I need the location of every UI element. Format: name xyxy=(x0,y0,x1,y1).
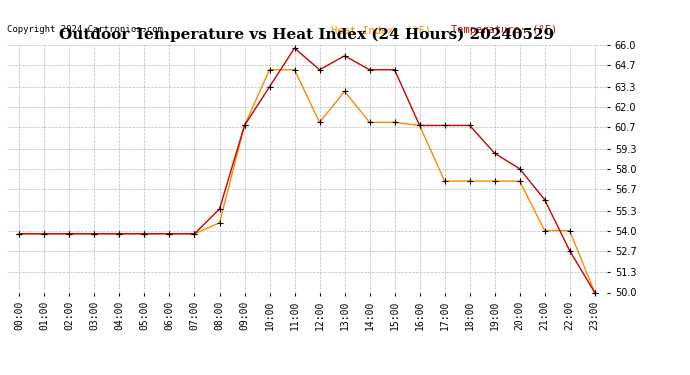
Title: Outdoor Temperature vs Heat Index (24 Hours) 20240529: Outdoor Temperature vs Heat Index (24 Ho… xyxy=(59,28,555,42)
Text: Copyright 2024 Cartronics.com: Copyright 2024 Cartronics.com xyxy=(7,25,163,34)
Text: Heat Index· (°F): Heat Index· (°F) xyxy=(331,25,431,35)
Text: Temperature· (°F): Temperature· (°F) xyxy=(451,25,558,35)
